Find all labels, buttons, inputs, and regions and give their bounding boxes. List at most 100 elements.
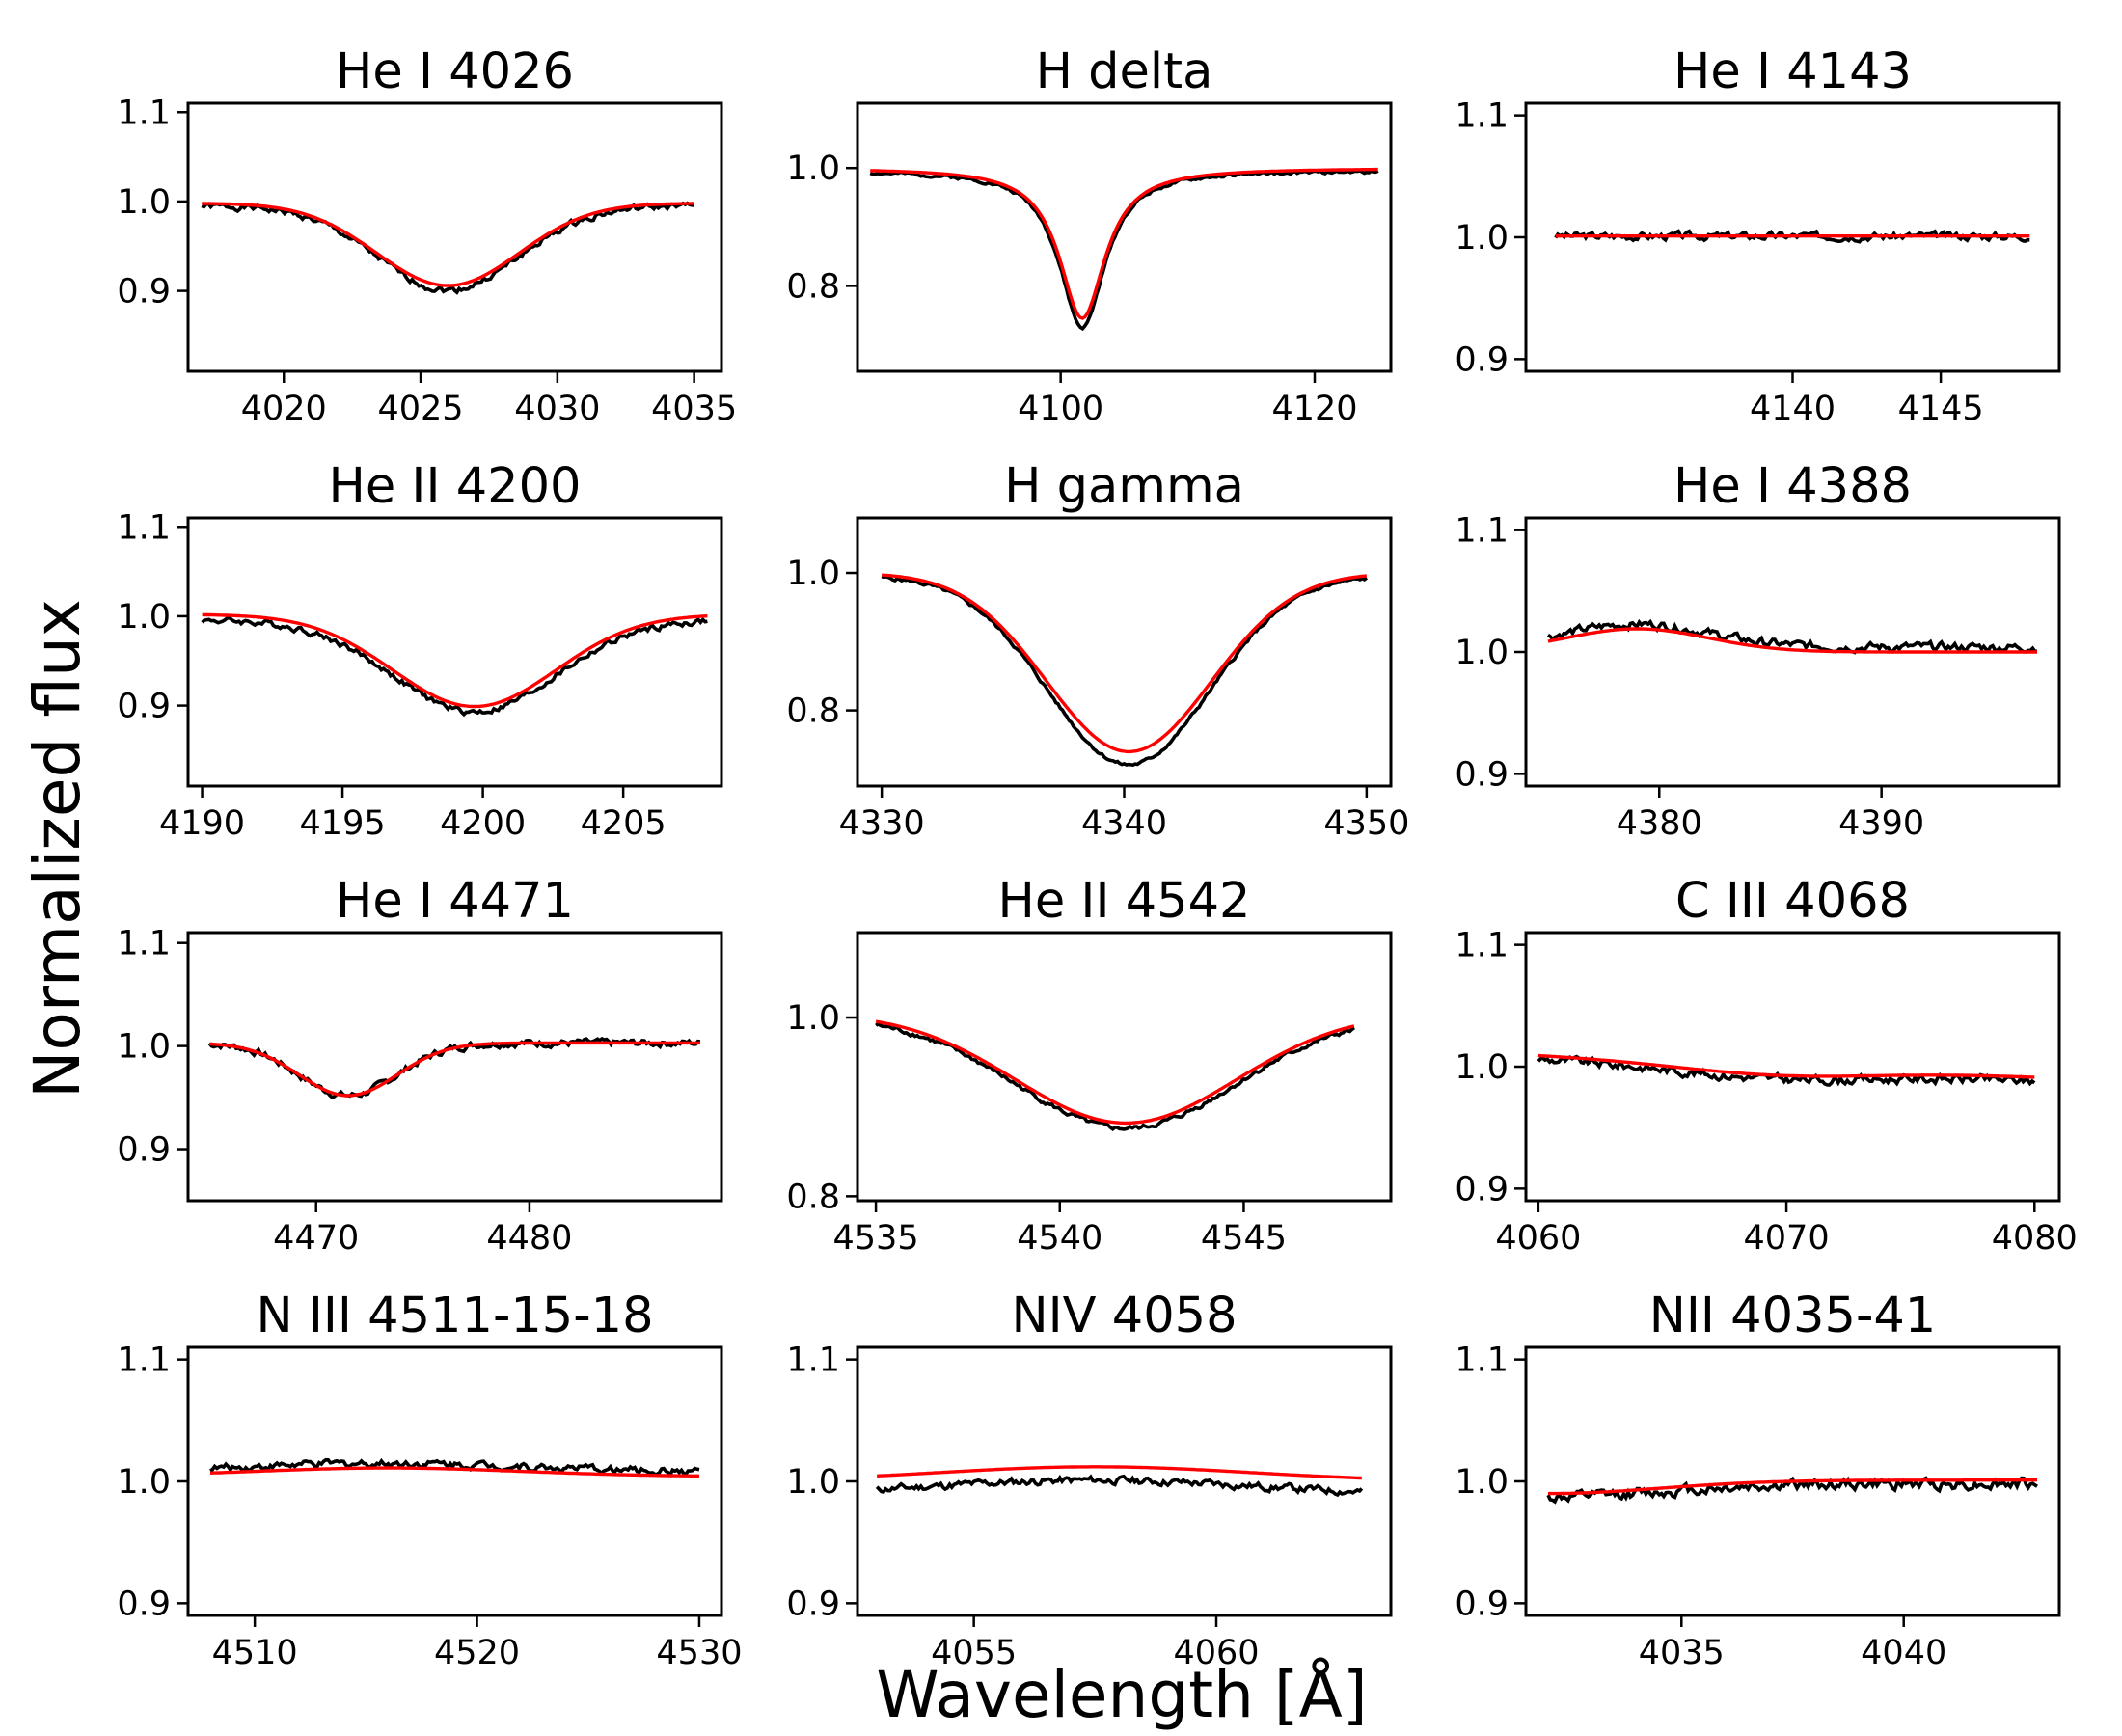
y-tick-label: 0.9 [117,1131,171,1170]
y-axis-label: Normalized flux [20,599,95,1099]
subplot-title: He I 4026 [336,43,574,100]
observed-spectrum-line [201,616,708,718]
subplot-title: He II 4200 [328,458,581,515]
axes-frame [186,516,723,788]
y-tick-label: 1.1 [117,508,171,547]
subplot-title: H gamma [1004,458,1244,515]
subplot-4: He II 4200 4190 4195 4200 4205 0.9 1.0 1.1 [117,458,723,843]
y-tick-label: 0.8 [786,1178,840,1216]
y-tick-label: 1.0 [117,1028,171,1067]
y-tick-label: 1.0 [786,1463,840,1502]
subplot-12: NII 4035-41 4035 4040 0.9 1.0 1.1 [1455,1288,2061,1672]
subplot-title: He I 4471 [336,873,574,930]
model-fit-line [202,612,708,709]
y-tick-label: 1.0 [1455,1463,1509,1502]
x-tick-label: 4480 [486,1219,572,1258]
y-tick-label: 1.0 [1455,219,1509,258]
model-fit-line [1537,1053,2035,1079]
axes-frame [856,1345,1393,1617]
x-tick-label: 4535 [833,1219,919,1258]
y-tick-label: 1.1 [1455,97,1509,136]
x-tick-label: 4025 [378,390,464,428]
x-tick-label: 4035 [1639,1634,1725,1672]
x-tick-label: 4470 [273,1219,359,1258]
model-fit-line [870,167,1378,320]
subplot-6: He I 4388 4380 4390 0.9 1.0 1.1 [1455,458,2061,843]
subplot-8: He II 4542 4535 4540 4545 0.8 1.0 [786,873,1393,1258]
y-tick-label: 1.0 [786,555,840,593]
observed-spectrum-line [1546,1476,2038,1505]
subplot-title: N III 4511-15-18 [256,1288,653,1344]
y-tick-label: 1.0 [117,1463,171,1502]
observed-spectrum-line [875,1474,1364,1498]
y-tick-label: 1.0 [117,183,171,222]
observed-spectrum-line [1546,618,2037,655]
subplot-11: NIV 4058 4055 4060 0.9 1.0 1.1 [786,1288,1393,1672]
y-tick-label: 1.1 [117,94,171,132]
model-fit-line [202,202,694,287]
y-tick-label: 0.8 [786,267,840,306]
model-fit-line [881,573,1368,754]
y-tick-label: 0.8 [786,692,840,731]
x-tick-label: 4205 [581,804,667,843]
y-tick-label: 1.0 [1455,1048,1509,1087]
x-tick-label: 4070 [1744,1219,1830,1258]
y-tick-label: 0.9 [1455,755,1509,794]
x-tick-label: 4520 [434,1634,520,1672]
x-tick-label: 4545 [1201,1219,1287,1258]
observed-spectrum-line [209,1457,700,1478]
y-tick-label: 0.9 [117,688,171,726]
y-tick-label: 1.0 [786,149,840,188]
x-tick-label: 4055 [931,1634,1017,1672]
x-axis-label: Wavelength [Å] [876,1658,1367,1732]
axes-frame [1524,931,2061,1203]
subplot-5: H gamma 4330 4340 4350 0.8 1.0 [786,458,1409,843]
subplot-title: He I 4143 [1673,43,1912,100]
model-fit-line [876,1465,1362,1480]
y-tick-label: 1.1 [117,1342,171,1380]
x-tick-label: 4195 [300,804,386,843]
x-tick-label: 4340 [1081,804,1167,843]
axes-frame [856,101,1393,373]
x-tick-label: 4030 [514,390,600,428]
model-fit-line [209,1041,700,1098]
x-tick-label: 4380 [1617,804,1702,843]
y-tick-label: 1.1 [117,925,171,963]
x-tick-label: 4510 [212,1634,298,1672]
y-tick-label: 0.9 [1455,1585,1509,1623]
axes-frame [186,1345,723,1617]
x-tick-label: 4060 [1495,1219,1581,1258]
y-tick-label: 1.1 [1455,927,1509,965]
subplot-7: He I 4471 4470 4480 0.9 1.0 1.1 [117,873,723,1258]
subplot-title: C III 4068 [1675,873,1910,930]
model-fit-line [875,1019,1355,1126]
subplot-3: He I 4143 4140 4145 0.9 1.0 1.1 [1455,43,2061,428]
subplot-grid: He I 4026 4020 4025 4030 4035 0.9 1.0 1.1 H delt… [117,43,2077,1672]
x-tick-label: 4020 [241,390,327,428]
observed-spectrum-line [201,201,694,295]
subplot-2: H delta 4100 4120 0.8 1.0 [786,43,1393,428]
subplot-title: H delta [1036,43,1213,100]
y-tick-label: 0.9 [117,273,171,312]
x-tick-label: 4100 [1018,390,1103,428]
x-tick-label: 4140 [1750,390,1836,428]
x-tick-label: 4390 [1838,804,1924,843]
subplot-title: NII 4035-41 [1649,1288,1937,1344]
observed-spectrum-line [869,169,1379,332]
y-tick-label: 0.9 [1455,1170,1509,1208]
subplot-title: He I 4388 [1673,458,1912,515]
x-tick-label: 4080 [1992,1219,2078,1258]
x-tick-label: 4040 [1861,1634,1946,1672]
observed-spectrum-line [1537,1054,2036,1087]
y-tick-label: 0.9 [1455,340,1509,379]
x-tick-label: 4190 [159,804,245,843]
y-tick-label: 1.1 [1455,1342,1509,1380]
y-tick-label: 1.1 [1455,512,1509,551]
axes-frame [186,931,723,1203]
y-tick-label: 1.0 [117,598,171,637]
x-tick-label: 4035 [651,390,737,428]
observed-spectrum-line [881,574,1369,768]
axes-frame [856,516,1393,788]
y-tick-label: 1.0 [1455,634,1509,672]
model-fit-line [209,1466,700,1478]
